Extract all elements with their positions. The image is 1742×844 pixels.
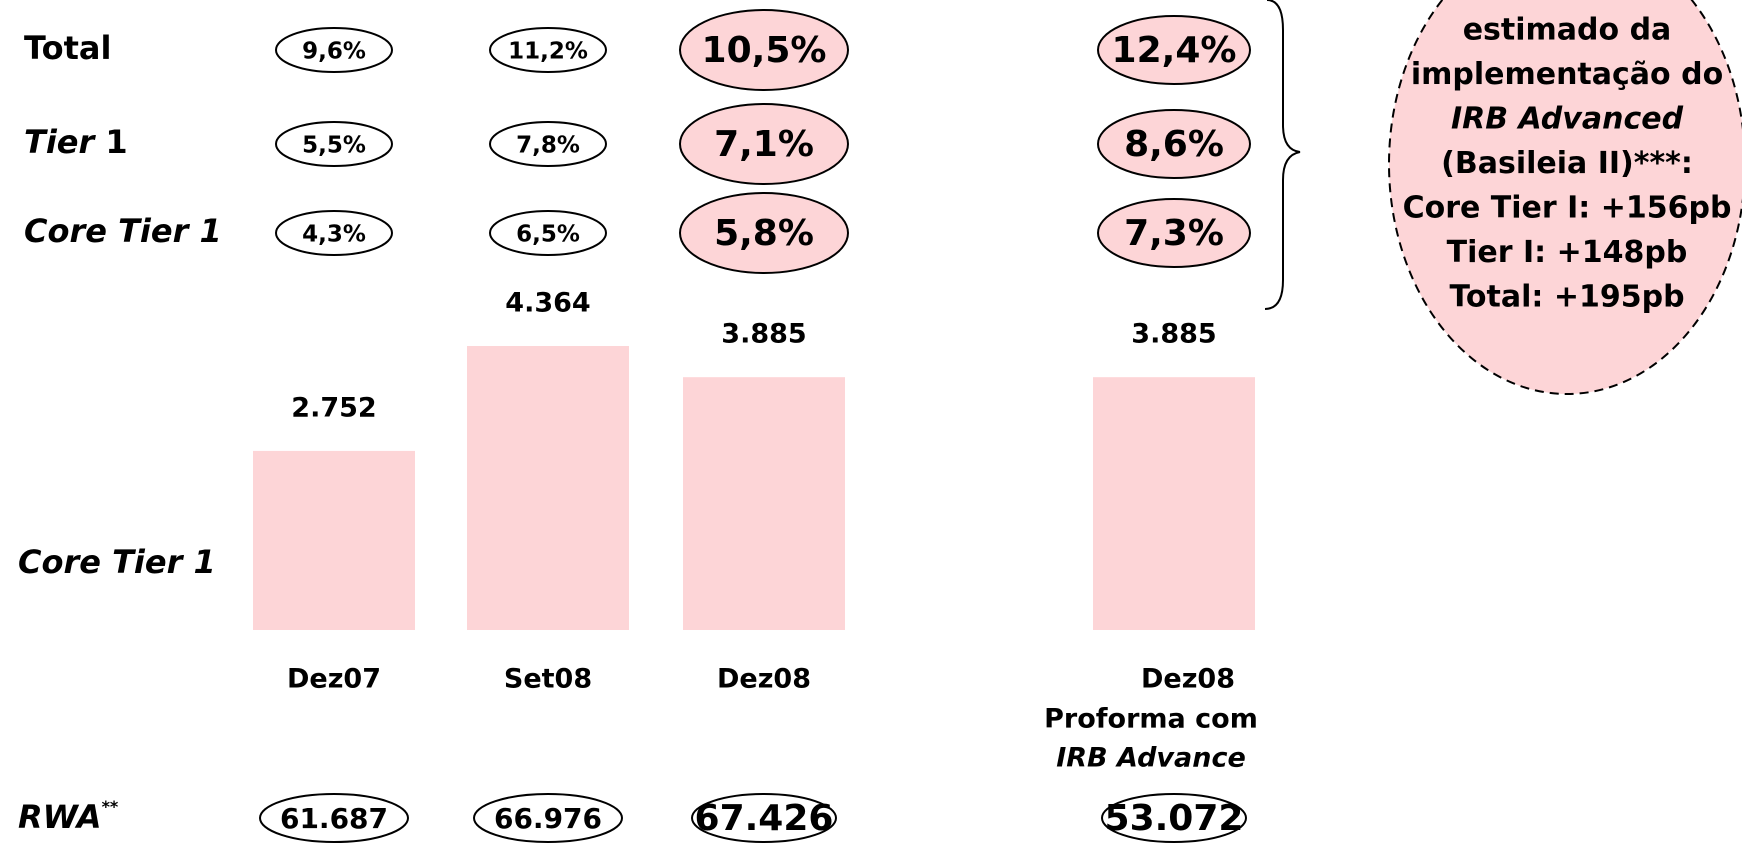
- ratio-label: 7,1%: [714, 124, 814, 165]
- callout-line: (Basileia II)***:: [1441, 146, 1693, 181]
- ratio-oval: [1097, 15, 1251, 85]
- ratio-label: 6,5%: [516, 222, 580, 248]
- ratio-label: 5,5%: [302, 133, 366, 159]
- category-label: Dez08: [717, 664, 811, 695]
- ratio-label: 12,4%: [1112, 30, 1237, 71]
- row-label-part: Core Tier 1: [24, 212, 222, 250]
- rwa-value: 66.976: [494, 802, 602, 835]
- rwa-label-main: RWA: [18, 798, 102, 836]
- row-label: Core Tier 1: [24, 212, 222, 250]
- rwa-oval: [259, 793, 409, 843]
- rwa-label: RWA**: [18, 797, 119, 837]
- value-label: 3.885: [1131, 319, 1216, 350]
- category-label: Set08: [504, 664, 592, 695]
- ratio-oval: [679, 192, 849, 274]
- callout-line: IRB Advanced: [1451, 102, 1684, 137]
- ratio-label: 9,6%: [302, 39, 366, 65]
- bar: [683, 377, 845, 630]
- callout-bubble: [1388, 0, 1742, 395]
- callout-line: Tier I: +148pb: [1447, 235, 1688, 270]
- rwa-value: 53.072: [1105, 798, 1244, 839]
- brace: [1264, 0, 1301, 310]
- rwa-oval: [1101, 793, 1247, 843]
- ratio-label: 11,2%: [508, 39, 588, 65]
- category-label: Dez08: [1141, 664, 1235, 695]
- ratio-oval: [489, 27, 607, 73]
- value-label: 4.364: [505, 288, 590, 319]
- rwa-oval: [691, 793, 837, 843]
- ratio-oval: [489, 121, 607, 167]
- rwa-label-sup: **: [102, 797, 119, 816]
- value-label: 3.885: [721, 319, 806, 350]
- row-label: Total: [24, 29, 111, 67]
- callout-line: estimado da: [1463, 13, 1672, 48]
- row-label-part: 1: [94, 123, 127, 161]
- category-note: Proforma com: [1044, 704, 1258, 735]
- callout-line: Total: +195pb: [1449, 280, 1684, 315]
- bar: [253, 450, 415, 630]
- callout-line: implementação do: [1411, 57, 1723, 92]
- ratio-oval: [679, 103, 849, 185]
- row-label: Tier 1: [24, 123, 128, 161]
- ratio-oval: [275, 210, 393, 256]
- ratio-label: 10,5%: [702, 30, 827, 71]
- bar-row-label: Core Tier 1: [18, 543, 216, 581]
- ratio-label: 8,6%: [1124, 124, 1224, 165]
- bar: [1093, 377, 1255, 630]
- ratio-label: 7,3%: [1124, 213, 1224, 254]
- ratio-oval: [275, 27, 393, 73]
- ratio-oval: [679, 9, 849, 91]
- ratio-label: 5,8%: [714, 213, 814, 254]
- rwa-value: 61.687: [280, 802, 388, 835]
- rwa-oval: [473, 793, 623, 843]
- category-label: Dez07: [287, 664, 381, 695]
- ratio-oval: [1097, 109, 1251, 179]
- ratio-label: 4,3%: [302, 222, 366, 248]
- category-note: IRB Advance: [1056, 743, 1246, 774]
- row-label-part: Tier: [24, 123, 97, 161]
- value-label: 2.752: [291, 392, 376, 423]
- ratio-oval: [275, 121, 393, 167]
- row-label-part: Total: [24, 29, 111, 67]
- ratio-label: 7,8%: [516, 133, 580, 159]
- callout-line: Core Tier I: +156pb: [1403, 191, 1732, 226]
- ratio-oval: [489, 210, 607, 256]
- bar: [467, 346, 629, 630]
- ratio-oval: [1097, 198, 1251, 268]
- rwa-value: 67.426: [695, 798, 834, 839]
